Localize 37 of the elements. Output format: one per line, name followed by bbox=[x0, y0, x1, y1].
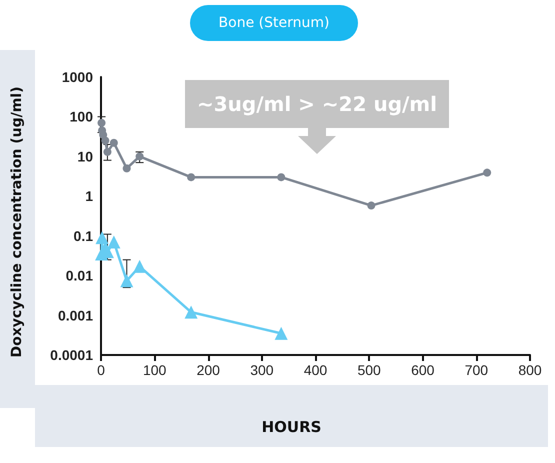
point bbox=[136, 152, 144, 160]
point bbox=[122, 164, 131, 172]
point bbox=[187, 173, 196, 182]
x-tick-label: 600 bbox=[411, 362, 435, 378]
x-tick-label: 500 bbox=[357, 362, 382, 378]
point bbox=[133, 260, 146, 273]
x-tick-label: 0 bbox=[97, 362, 106, 378]
point bbox=[101, 136, 110, 145]
y-tick-label: 0.1 bbox=[74, 228, 94, 244]
x-tick-label: 400 bbox=[304, 362, 328, 378]
x-tick-label: 200 bbox=[196, 362, 220, 378]
x-tick-label: 300 bbox=[250, 362, 274, 378]
point bbox=[120, 274, 134, 288]
y-tick-label: 0.0001 bbox=[50, 347, 94, 363]
point bbox=[483, 168, 492, 177]
chart-title: Bone (Sternum) bbox=[190, 5, 358, 41]
point bbox=[367, 202, 376, 210]
point bbox=[96, 231, 109, 244]
point bbox=[277, 173, 286, 182]
point bbox=[98, 118, 106, 127]
point bbox=[103, 148, 112, 156]
point bbox=[110, 138, 118, 147]
x-tick-label: 100 bbox=[142, 362, 167, 378]
y-tick-label: 0.01 bbox=[66, 268, 94, 284]
y-tick-label: 1000 bbox=[62, 69, 94, 85]
point bbox=[274, 326, 288, 340]
y-tick-label: 0.001 bbox=[58, 307, 94, 324]
x-axis-title: HOURS bbox=[260, 418, 322, 436]
y-tick-label: 100 bbox=[70, 108, 94, 125]
y-axis-title: Doxycycline concentration (ug/ml) bbox=[9, 86, 25, 358]
x-tick-label: 800 bbox=[518, 362, 542, 378]
point bbox=[184, 306, 198, 319]
y-tick-label: 10 bbox=[77, 148, 94, 164]
y-tick-label: 1 bbox=[85, 188, 94, 204]
x-tick-label: 700 bbox=[464, 362, 488, 378]
annotation: ~3ug/ml > ~22 ug/ml bbox=[185, 80, 449, 128]
point bbox=[107, 236, 120, 249]
